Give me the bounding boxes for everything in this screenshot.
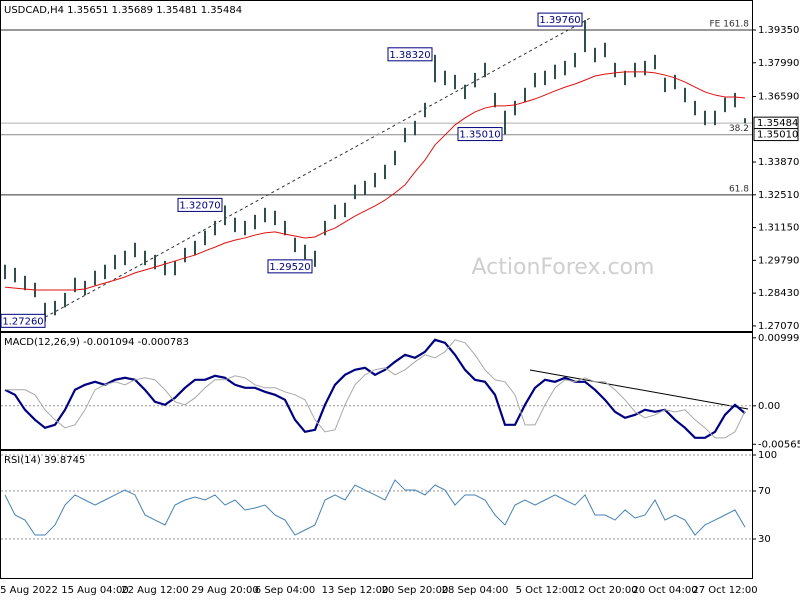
price-tag: [753, 128, 799, 142]
y-tick-label: 1.37990: [758, 58, 799, 69]
macd-panel-frame: [0, 332, 753, 450]
x-tick-label: 29 Aug 20:00: [191, 585, 258, 596]
level-box: [537, 12, 583, 27]
y-tick-label: 1.39350: [758, 25, 799, 36]
trend-line: [39, 16, 593, 321]
fib-label: FE 161.8: [710, 19, 750, 29]
y-tick-label: 1.29790: [758, 255, 799, 266]
indicator-line: [5, 339, 746, 439]
x-tick-label: 22 Aug 12:00: [121, 585, 188, 596]
indicator-line: [4, 479, 746, 536]
price-panel-frame: [0, 0, 753, 332]
y-tick-label: 70: [758, 486, 771, 497]
x-tick-label: 27 Oct 12:00: [692, 585, 757, 596]
y-tick-label: 0.00: [758, 401, 780, 412]
watermark: ActionForex.com: [472, 255, 655, 280]
x-tick-label: 28 Sep 04:00: [442, 585, 509, 596]
level-box: [0, 313, 46, 328]
level-box: [387, 47, 433, 62]
level-box: [267, 259, 313, 274]
y-tick-label: 30: [758, 534, 771, 545]
x-tick-label: 20 Sep 20:00: [382, 585, 449, 596]
price-header: USDCAD,H4 1.35651 1.35689 1.35481 1.3548…: [4, 5, 242, 16]
rsi-panel-frame: [0, 450, 753, 579]
y-tick-label: 1.28430: [758, 288, 799, 299]
x-tick-label: 15 Aug 04:00: [61, 585, 128, 596]
y-tick-label: 100: [758, 450, 777, 461]
x-tick-label: 12 Oct 20:00: [572, 585, 637, 596]
y-tick-label: 1.32510: [758, 190, 799, 201]
level-box: [177, 197, 223, 212]
x-tick-label: 6 Sep 04:00: [255, 585, 315, 596]
macd-trend-line: [529, 369, 749, 410]
macd-header: MACD(12,26,9) -0.001094 -0.000783: [4, 337, 189, 348]
x-tick-label: 5 Aug 2022: [0, 585, 58, 596]
fib-label: 61.8: [729, 184, 749, 194]
y-tick-label: 1.31150: [758, 223, 799, 234]
level-label: 1.32070: [179, 200, 220, 211]
y-tick-label: 1.33870: [758, 157, 799, 168]
x-tick-label: 5 Oct 12:00: [516, 585, 575, 596]
fib-label: 38.2: [729, 124, 749, 134]
x-tick-label: 13 Sep 12:00: [322, 585, 389, 596]
moving-average: [4, 71, 746, 291]
level-box: [457, 127, 503, 142]
rsi-header: RSI(14) 39.8745: [4, 455, 85, 466]
y-tick-label: 1.36590: [758, 91, 799, 102]
level-label: 1.35010: [459, 130, 500, 141]
y-tick-label: 1.27070: [758, 321, 799, 332]
level-label: 1.27260: [2, 316, 43, 327]
level-label: 1.29520: [269, 262, 310, 273]
indicator-line: [4, 338, 746, 439]
level-label: 1.38320: [389, 50, 430, 61]
price-tag-label: 1.35484: [757, 118, 798, 129]
price-tag-label: 1.35010: [757, 130, 798, 141]
y-tick-label: 0.009991: [758, 333, 800, 344]
level-label: 1.39760: [539, 15, 580, 26]
x-tick-label: 20 Oct 04:00: [632, 585, 697, 596]
